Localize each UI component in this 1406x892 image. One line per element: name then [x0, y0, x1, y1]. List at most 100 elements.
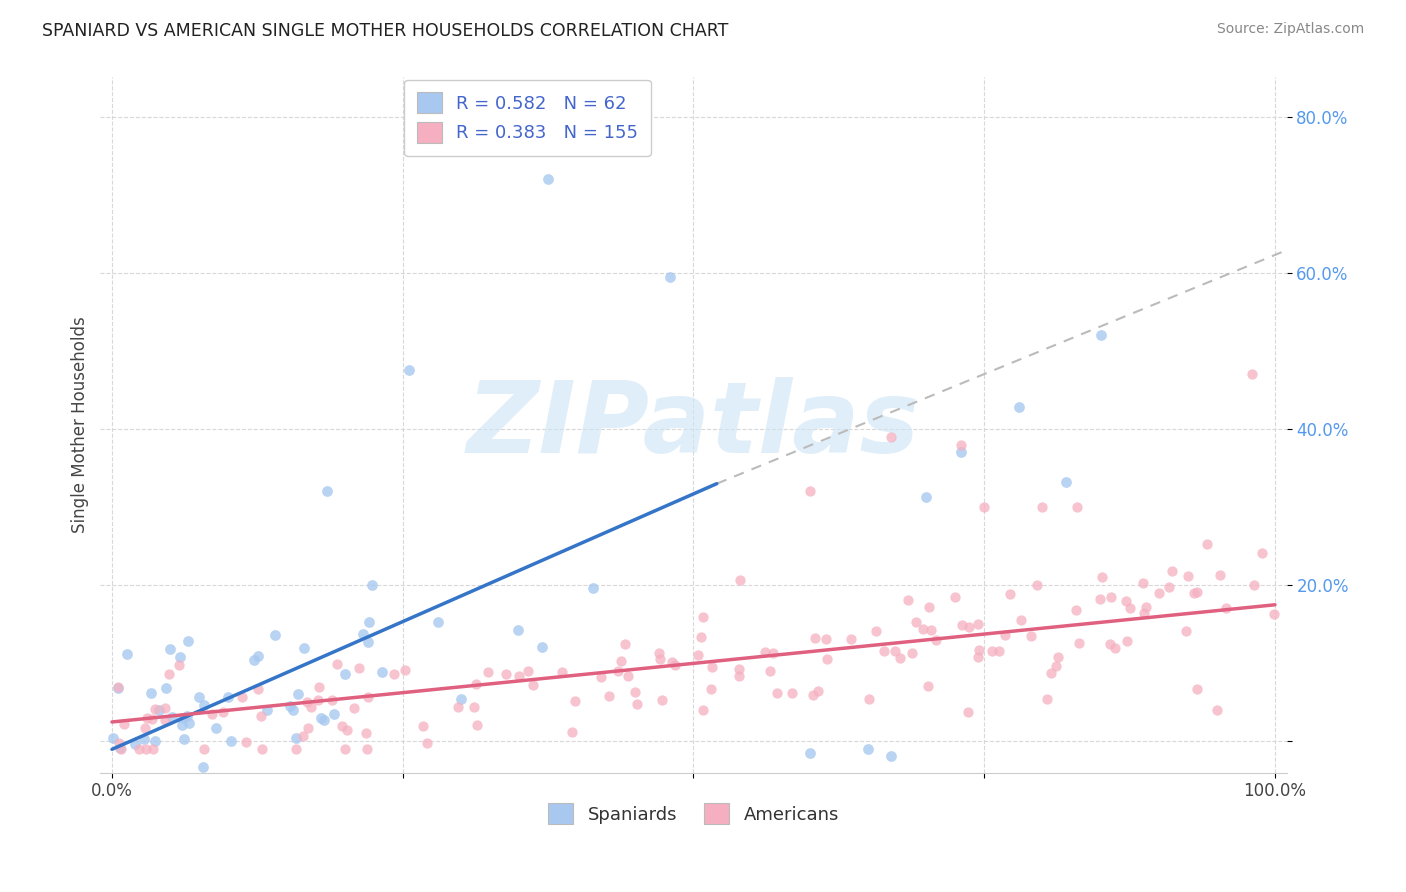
Point	[957, 706, 980, 720]
Point	[447, 700, 470, 714]
Point	[967, 649, 990, 664]
Point	[357, 690, 380, 704]
Point	[177, 716, 200, 731]
Point	[1240, 368, 1263, 382]
Point	[450, 691, 472, 706]
Point	[169, 649, 191, 664]
Point	[1091, 570, 1114, 584]
Point	[128, 742, 150, 756]
Point	[139, 686, 162, 700]
Point	[626, 698, 648, 712]
Point	[889, 651, 911, 665]
Point	[994, 628, 1017, 642]
Point	[1197, 537, 1219, 551]
Point	[531, 640, 554, 654]
Point	[817, 651, 839, 665]
Point	[205, 721, 228, 735]
Point	[606, 664, 628, 678]
Point	[247, 649, 270, 664]
Point	[108, 736, 131, 750]
Point	[1132, 575, 1154, 590]
Point	[911, 622, 934, 636]
Point	[610, 654, 633, 668]
Text: ZIPatlas: ZIPatlas	[467, 376, 920, 474]
Point	[582, 581, 605, 595]
Point	[242, 652, 264, 666]
Point	[231, 690, 253, 705]
Point	[980, 643, 1002, 657]
Point	[998, 586, 1021, 600]
Point	[758, 664, 780, 678]
Point	[136, 711, 159, 725]
Point	[661, 655, 683, 669]
Point	[967, 642, 990, 657]
Point	[1064, 602, 1087, 616]
Point	[918, 599, 941, 614]
Point	[780, 685, 803, 699]
Text: Source: ZipAtlas.com: Source: ZipAtlas.com	[1216, 22, 1364, 37]
Point	[1205, 703, 1227, 717]
Point	[322, 706, 344, 721]
Point	[193, 698, 215, 713]
Point	[141, 713, 163, 727]
Point	[278, 699, 301, 714]
Point	[1104, 641, 1126, 656]
Point	[1099, 590, 1122, 604]
Point	[799, 746, 821, 760]
Point	[477, 665, 499, 680]
Point	[284, 742, 307, 756]
Point	[108, 741, 131, 756]
Point	[1243, 578, 1265, 592]
Point	[901, 646, 924, 660]
Point	[465, 717, 488, 731]
Point	[266, 773, 288, 788]
Point	[463, 699, 485, 714]
Point	[1036, 692, 1059, 706]
Y-axis label: Single Mother Households: Single Mother Households	[72, 317, 89, 533]
Point	[217, 690, 239, 704]
Point	[187, 690, 209, 705]
Point	[263, 627, 285, 641]
Point	[326, 657, 349, 671]
Point	[1215, 600, 1237, 615]
Point	[801, 688, 824, 702]
Point	[564, 693, 586, 707]
Point	[246, 681, 269, 696]
Point	[134, 721, 156, 735]
Point	[297, 722, 319, 736]
Point	[651, 693, 673, 707]
Point	[522, 678, 544, 692]
Point	[201, 706, 224, 721]
Point	[284, 731, 307, 746]
Point	[897, 593, 920, 607]
Point	[115, 648, 138, 662]
Point	[537, 172, 560, 186]
Point	[250, 709, 273, 723]
Point	[516, 664, 538, 678]
Point	[1031, 500, 1053, 515]
Point	[865, 624, 887, 639]
Point	[727, 662, 749, 676]
Point	[1115, 634, 1137, 648]
Point	[1187, 585, 1209, 599]
Point	[915, 490, 938, 504]
Point	[1047, 650, 1070, 665]
Point	[804, 631, 827, 645]
Point	[361, 578, 384, 592]
Point	[1069, 636, 1091, 650]
Point	[235, 735, 257, 749]
Point	[883, 644, 905, 658]
Point	[1054, 475, 1077, 490]
Point	[1135, 599, 1157, 614]
Point	[1185, 681, 1208, 696]
Point	[616, 669, 638, 683]
Point	[330, 719, 353, 733]
Point	[153, 701, 176, 715]
Point	[762, 646, 785, 660]
Point	[333, 742, 356, 756]
Point	[506, 623, 529, 637]
Point	[112, 717, 135, 731]
Point	[287, 687, 309, 701]
Point	[1115, 594, 1137, 608]
Point	[357, 615, 380, 629]
